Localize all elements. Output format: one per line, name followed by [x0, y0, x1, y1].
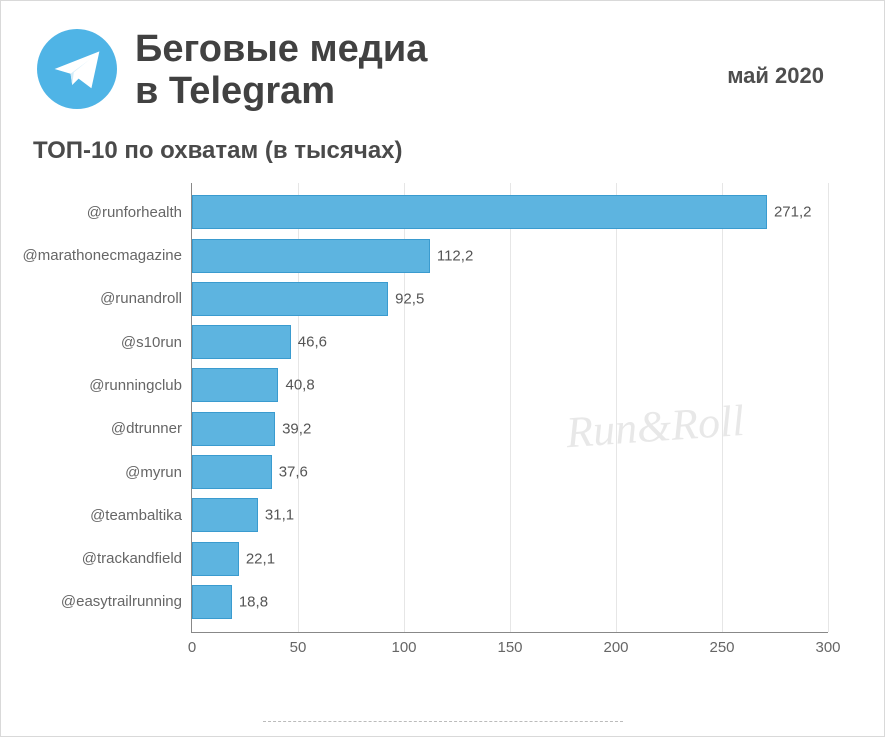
bar-category-label: @teambaltika — [90, 507, 192, 524]
bar: 40,8 — [192, 368, 278, 402]
x-tick-label: 250 — [709, 639, 734, 656]
bar: 22,1 — [192, 542, 239, 576]
x-tick-label: 300 — [815, 639, 840, 656]
bar-value-label: 31,1 — [257, 507, 294, 524]
bar: 31,1 — [192, 498, 258, 532]
bar-row: @marathonecmagazine112,2 — [192, 239, 828, 273]
bar-row: @dtrunner39,2 — [192, 412, 828, 446]
x-tick-label: 100 — [391, 639, 416, 656]
bar-category-label: @s10run — [121, 334, 192, 351]
bar-value-label: 37,6 — [271, 464, 308, 481]
x-tick-label: 50 — [290, 639, 307, 656]
bar-value-label: 92,5 — [387, 290, 424, 307]
telegram-icon — [37, 29, 117, 109]
chart-card: Беговые медиа в Telegram май 2020 ТОП-10… — [0, 0, 885, 737]
bar-value-label: 46,6 — [290, 334, 327, 351]
bar-category-label: @runforhealth — [87, 204, 192, 221]
bar: 112,2 — [192, 239, 430, 273]
bar-row: @runningclub40,8 — [192, 368, 828, 402]
bar-row: @s10run46,6 — [192, 325, 828, 359]
bar-category-label: @dtrunner — [111, 420, 192, 437]
bar: 46,6 — [192, 325, 291, 359]
bar-value-label: 22,1 — [238, 550, 275, 567]
x-tick-label: 150 — [497, 639, 522, 656]
bar: 92,5 — [192, 282, 388, 316]
bar-value-label: 39,2 — [274, 420, 311, 437]
bar-category-label: @trackandfield — [82, 550, 192, 567]
bar-category-label: @runandroll — [100, 290, 192, 307]
bar-chart: @runforhealth271,2 @marathonecmagazine112… — [191, 183, 828, 663]
bar-row: @easytrailrunning18,8 — [192, 585, 828, 619]
bar-category-label: @runningclub — [89, 377, 192, 394]
bar-value-label: 40,8 — [277, 377, 314, 394]
bar-row: @runandroll92,5 — [192, 282, 828, 316]
bar-category-label: @myrun — [125, 464, 192, 481]
bar-value-label: 18,8 — [231, 593, 268, 610]
bars-container: @runforhealth271,2 @marathonecmagazine112… — [192, 191, 828, 624]
bar: 18,8 — [192, 585, 232, 619]
chart-subtitle: ТОП-10 по охватам (в тысячах) — [33, 137, 848, 165]
bar-row: @teambaltika31,1 — [192, 498, 828, 532]
bar-value-label: 112,2 — [429, 247, 473, 264]
bar-row: @myrun37,6 — [192, 455, 828, 489]
bar-category-label: @easytrailrunning — [61, 593, 192, 610]
bar-row: @trackandfield22,1 — [192, 542, 828, 576]
bar-value-label: 271,2 — [766, 204, 812, 221]
bar-category-label: @marathonecmagazine — [23, 247, 192, 264]
header: Беговые медиа в Telegram май 2020 — [37, 29, 848, 113]
bar: 39,2 — [192, 412, 275, 446]
bar: 271,2 — [192, 195, 767, 229]
bar-row: @runforhealth271,2 — [192, 195, 828, 229]
bar: 37,6 — [192, 455, 272, 489]
x-tick-label: 200 — [603, 639, 628, 656]
date-label: май 2020 — [727, 63, 824, 89]
grid-line — [828, 183, 829, 632]
footer-divider — [263, 721, 623, 722]
x-tick-label: 0 — [188, 639, 196, 656]
plot-area: @runforhealth271,2 @marathonecmagazine112… — [191, 183, 828, 633]
